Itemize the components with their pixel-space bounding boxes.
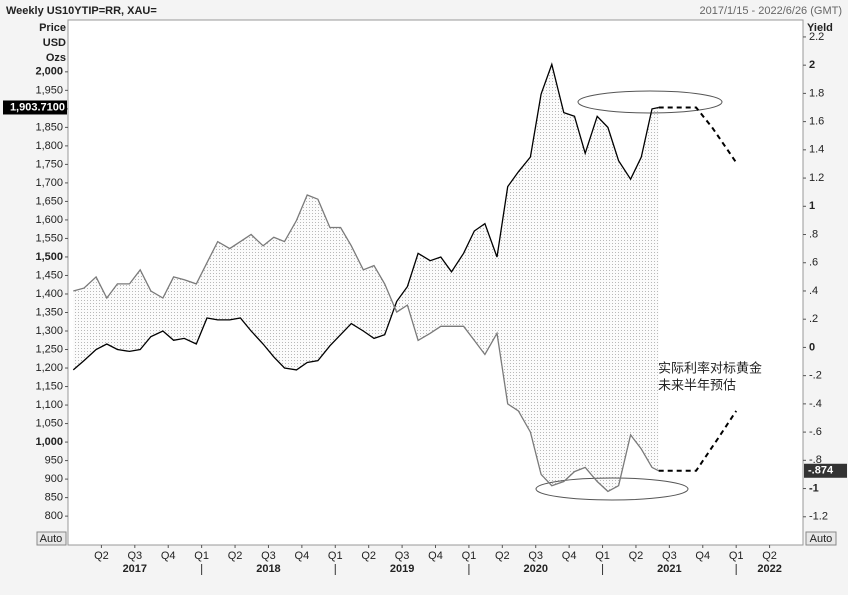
y-tick-label: 1,350: [35, 306, 63, 318]
y2-tick-label: .8: [809, 228, 818, 240]
highlight-ellipse: [577, 90, 723, 114]
y-tick-label: 900: [45, 473, 63, 485]
y-label: USD: [43, 37, 66, 49]
y-tick-label: 1,100: [35, 399, 63, 411]
chart-title: Weekly US10YTIP=RR, XAU=: [6, 5, 157, 17]
y-label: Ozs: [46, 52, 66, 64]
y2-tick-label: -.2: [809, 370, 822, 382]
y-tick-label: 1,950: [35, 84, 63, 96]
y-tick-label: 1,050: [35, 417, 63, 429]
x-tick-label: Q1: [595, 550, 610, 562]
y2-tick-label: -.8: [809, 454, 822, 466]
annotation: 未来半年预估: [658, 379, 736, 394]
year-label: 2018: [256, 563, 280, 575]
x-tick-label: Q2: [228, 550, 243, 562]
y2-tick-label: -1.2: [809, 511, 828, 523]
y-tick-label: 1,600: [35, 214, 63, 226]
y-tick-label: 1,500: [35, 251, 63, 263]
y2-tick-label: 2: [809, 59, 815, 71]
auto-button-label[interactable]: Auto: [40, 533, 63, 545]
y2-label: Yield: [807, 22, 833, 34]
x-tick-label: Q3: [662, 550, 677, 562]
y2-tick-label: 2.2: [809, 31, 824, 43]
y2-tick-label: 0: [809, 341, 815, 353]
y-tick-label: 1,250: [35, 343, 63, 355]
y-tick-label: 1,700: [35, 177, 63, 189]
auto-button[interactable]: [805, 531, 837, 546]
highlight-ellipse: [535, 477, 689, 501]
year-label: 2019: [390, 563, 414, 575]
year-label: 2017: [123, 563, 147, 575]
x-tick-label: Q2: [361, 550, 376, 562]
y-tick-label: 1,400: [35, 288, 63, 300]
year-label: 2020: [523, 563, 547, 575]
x-tick-label: Q1: [328, 550, 343, 562]
y2-tick-label: .2: [809, 313, 818, 325]
x-tick-label: Q4: [428, 550, 443, 562]
price-marker: [3, 100, 67, 115]
x-tick-label: Q1: [462, 550, 477, 562]
y2-tick-label: .4: [809, 285, 818, 297]
y2-tick-label: 1.8: [809, 87, 824, 99]
y2-tick-label: -.4: [809, 398, 822, 410]
y-tick-label: 1,000: [35, 436, 63, 448]
y-tick-label: 1,800: [35, 140, 63, 152]
x-tick-label: Q2: [495, 550, 510, 562]
series-line: [72, 62, 659, 371]
y2-tick-label: .6: [809, 257, 818, 269]
y-tick-label: 1,150: [35, 380, 63, 392]
year-label: 2021: [657, 563, 681, 575]
y-tick-label: 2,000: [35, 66, 63, 78]
x-tick-label: Q1: [729, 550, 744, 562]
y2-tick-label: 1.4: [809, 144, 824, 156]
y2-tick-label: -.6: [809, 426, 822, 438]
auto-button[interactable]: [36, 531, 67, 546]
y2-tick-label: 1.2: [809, 172, 824, 184]
y-tick-label: 850: [45, 492, 63, 504]
x-tick-label: Q3: [395, 550, 410, 562]
y-tick-label: 800: [45, 510, 63, 522]
y-tick-label: 1,850: [35, 121, 63, 133]
y2-tick-label: -1: [809, 482, 819, 494]
x-tick-label: Q4: [295, 550, 310, 562]
x-tick-label: Q3: [127, 550, 142, 562]
y-tick-label: 950: [45, 454, 63, 466]
x-tick-label: Q4: [562, 550, 577, 562]
yield-marker-label: -.874: [808, 465, 834, 477]
year-label: 2022: [757, 563, 781, 575]
series-line: [73, 194, 659, 493]
x-tick-label: Q4: [161, 550, 176, 562]
y-tick-label: 1,650: [35, 195, 63, 207]
date-range: 2017/1/15 - 2022/6/26 (GMT): [700, 5, 842, 17]
y-label: Price: [39, 22, 66, 34]
price-marker-label: 1,903.7100: [10, 101, 65, 113]
yield-marker: [804, 463, 847, 478]
y-tick-label: 1,300: [35, 325, 63, 337]
x-tick-label: Q1: [194, 550, 209, 562]
y2-tick-label: 1.6: [809, 116, 824, 128]
auto-button-label[interactable]: Auto: [810, 533, 833, 545]
annotation: 实际利率对标黄金: [658, 361, 762, 377]
spread-fill: [73, 64, 659, 492]
x-tick-label: Q2: [629, 550, 644, 562]
x-tick-label: Q3: [261, 550, 276, 562]
y-tick-label: 1,550: [35, 232, 63, 244]
x-tick-label: Q3: [528, 550, 543, 562]
y2-tick-label: 1: [809, 200, 815, 212]
x-tick-label: Q4: [695, 550, 710, 562]
projection-line: [658, 106, 738, 164]
x-tick-label: Q2: [762, 550, 777, 562]
projection-line: [658, 410, 738, 472]
y-tick-label: 1,200: [35, 362, 63, 374]
x-tick-label: Q2: [94, 550, 109, 562]
y-tick-label: 1,750: [35, 158, 63, 170]
y-tick-label: 1,450: [35, 269, 63, 281]
